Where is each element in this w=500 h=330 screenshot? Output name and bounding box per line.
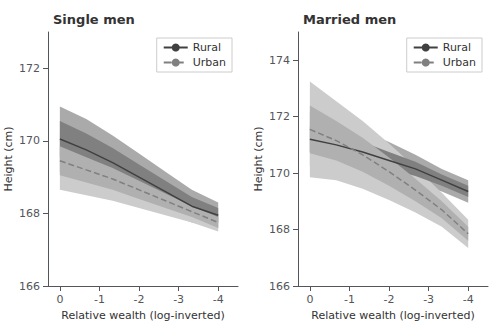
svg-text:-1: -1 bbox=[344, 293, 355, 306]
svg-text:170: 170 bbox=[269, 167, 290, 180]
svg-text:172: 172 bbox=[269, 110, 290, 123]
svg-text:0: 0 bbox=[56, 293, 63, 306]
svg-text:Rural: Rural bbox=[193, 41, 221, 54]
svg-text:Relative wealth (log-inverted): Relative wealth (log-inverted) bbox=[61, 309, 224, 322]
svg-text:Height (cm): Height (cm) bbox=[2, 126, 15, 191]
svg-text:Single men: Single men bbox=[53, 12, 135, 27]
svg-text:-2: -2 bbox=[384, 293, 395, 306]
svg-text:-4: -4 bbox=[463, 293, 474, 306]
svg-text:-1: -1 bbox=[94, 293, 105, 306]
svg-text:-2: -2 bbox=[134, 293, 145, 306]
svg-text:Height (cm): Height (cm) bbox=[252, 126, 265, 191]
svg-text:174: 174 bbox=[269, 54, 290, 67]
svg-text:Urban: Urban bbox=[193, 56, 226, 69]
svg-text:170: 170 bbox=[19, 134, 40, 147]
svg-text:166: 166 bbox=[269, 280, 290, 293]
svg-text:168: 168 bbox=[269, 223, 290, 236]
svg-text:Urban: Urban bbox=[443, 56, 476, 69]
svg-text:Rural: Rural bbox=[443, 41, 471, 54]
svg-text:0: 0 bbox=[306, 293, 313, 306]
svg-text:Relative wealth (log-inverted): Relative wealth (log-inverted) bbox=[311, 309, 474, 322]
svg-text:Married men: Married men bbox=[303, 12, 396, 27]
svg-text:-3: -3 bbox=[173, 293, 184, 306]
svg-text:-4: -4 bbox=[213, 293, 224, 306]
svg-text:172: 172 bbox=[19, 62, 40, 75]
svg-text:166: 166 bbox=[19, 280, 40, 293]
svg-text:168: 168 bbox=[19, 207, 40, 220]
svg-text:-3: -3 bbox=[423, 293, 434, 306]
